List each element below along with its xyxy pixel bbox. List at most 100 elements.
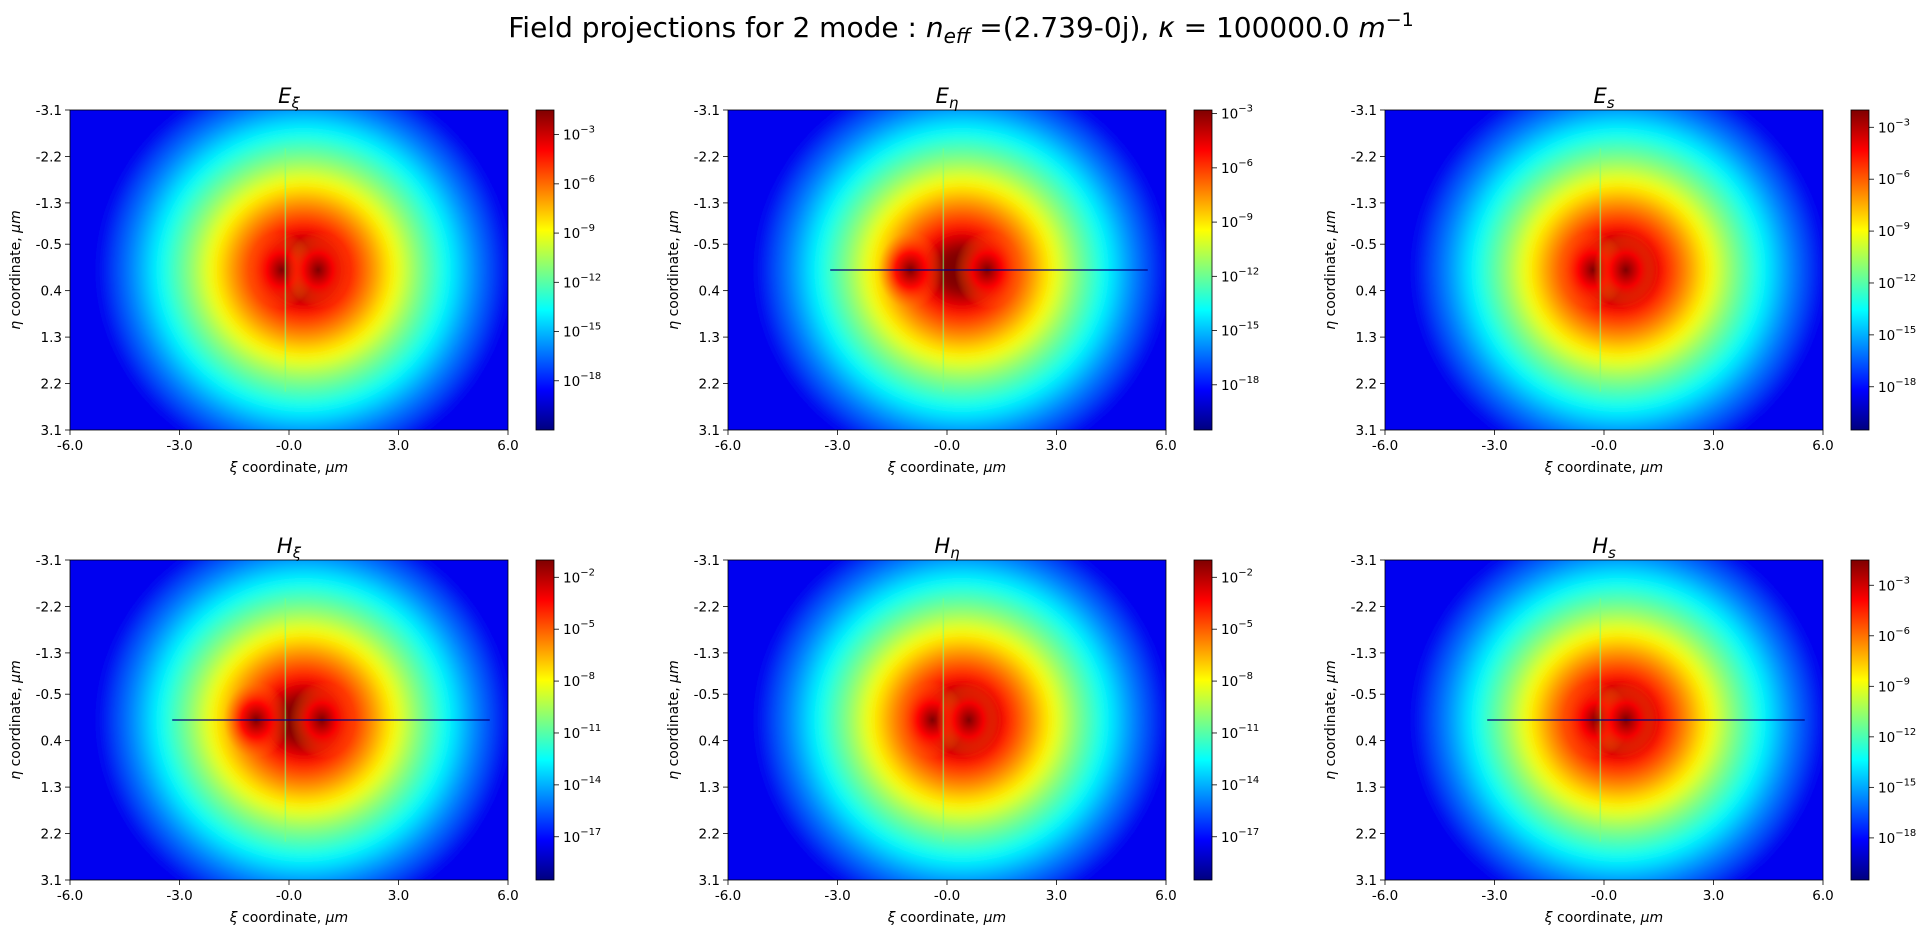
colorbar xyxy=(1194,560,1212,880)
y-axis-label: η coordinate, μm xyxy=(666,660,682,779)
y-tick-label: -3.1 xyxy=(36,103,62,119)
x-tick-label: 6.0 xyxy=(497,438,518,454)
colorbar-tick-label: 10−6 xyxy=(1221,158,1253,177)
colorbar-tick-label: 10−15 xyxy=(1878,325,1916,344)
y-axis-label: η coordinate, μm xyxy=(1323,660,1339,779)
x-axis-label: ξ coordinate, μm xyxy=(229,460,348,476)
colorbar-tick-label: 10−18 xyxy=(1878,377,1916,396)
panel-H_s: Hs -6.0 -3.0 -0.0 3.0 6.0 -3.1 -2.2 -1.3 -0.5 0.4 1… xyxy=(1323,534,1916,926)
colorbar-tick-label: 10−12 xyxy=(1221,266,1259,285)
panel-E_s: Es -6.0 -3.0 -0.0 3.0 6.0 -3.1 -2.2 -1.3 -0.5 0.4 1… xyxy=(1323,84,1916,476)
colorbar-tick-label: 10−9 xyxy=(1878,221,1910,240)
y-tick-label: -2.2 xyxy=(694,599,720,615)
heatmap-H_s xyxy=(1385,560,1823,880)
panel-E_xi: Eξ -6.0 -3.0 -0.0 3.0 6.0 -3.1 -2.2 -1.3 -0.5 0.4 1… xyxy=(8,84,601,476)
colorbar-tick-label: 10−12 xyxy=(1878,273,1916,292)
y-axis-label: η coordinate, μm xyxy=(8,660,24,779)
y-tick-label: -0.5 xyxy=(1351,237,1377,253)
y-tick-label: 1.3 xyxy=(41,330,62,346)
field-lobe-1 xyxy=(936,681,1002,759)
colorbar-tick-label: 10−2 xyxy=(1221,567,1253,586)
heatmap-H_eta xyxy=(728,560,1166,880)
colorbar-tick-label: 10−12 xyxy=(1878,727,1916,746)
colorbar-tick-label: 10−6 xyxy=(1878,626,1910,645)
x-tick-label: 3.0 xyxy=(1046,888,1067,904)
y-tick-label: 2.2 xyxy=(1356,827,1377,843)
y-tick-label: 0.4 xyxy=(699,284,720,300)
colorbar-tick-label: 10−8 xyxy=(563,671,595,690)
x-axis-label: ξ coordinate, μm xyxy=(887,460,1006,476)
y-axis-label: η coordinate, μm xyxy=(666,210,682,329)
heatmap-H_xi xyxy=(70,560,508,880)
y-tick-label: -2.2 xyxy=(1351,599,1377,615)
panels: Eξ -6.0 -3.0 -0.0 3.0 6.0 -3.1 -2.2 -1.3 -0.5 0.4 1… xyxy=(8,84,1916,926)
colorbar-tick-label: 10−5 xyxy=(1221,619,1253,638)
y-tick-label: -0.5 xyxy=(36,687,62,703)
x-tick-label: -6.0 xyxy=(1372,888,1398,904)
x-tick-label: -0.0 xyxy=(934,888,960,904)
panel-H_xi: Hξ -6.0 -3.0 -0.0 3.0 6.0 -3.1 -2.2 -1.3 -0.5 0.4 1… xyxy=(8,534,601,926)
panel-H_eta: Hη -6.0 -3.0 -0.0 3.0 6.0 -3.1 -2.2 -1.3 -0.5 0.4 1… xyxy=(666,534,1259,926)
y-tick-label: -2.2 xyxy=(36,149,62,165)
colorbar-tick-label: 10−3 xyxy=(1878,575,1910,594)
y-tick-label: 2.2 xyxy=(41,827,62,843)
panel-E_eta: Eη -6.0 -3.0 -0.0 3.0 6.0 -3.1 -2.2 -1.3 -0.5 0.4 1… xyxy=(666,84,1259,476)
colorbar-tick-label: 10−5 xyxy=(563,619,595,638)
colorbar-tick-label: 10−11 xyxy=(1221,723,1259,742)
panel-title: Hs xyxy=(1592,534,1616,562)
x-tick-label: -3.0 xyxy=(166,438,192,454)
colorbar-frame xyxy=(1193,109,1213,431)
colorbar-tick-label: 10−15 xyxy=(563,322,601,341)
colorbar-tick-label: 10−3 xyxy=(563,125,595,144)
colorbar-tick-label: 10−9 xyxy=(1221,212,1253,231)
y-tick-label: 0.4 xyxy=(1356,284,1377,300)
y-tick-label: -3.1 xyxy=(694,103,720,119)
colorbar-tick-label: 10−12 xyxy=(563,272,601,291)
y-tick-label: -1.3 xyxy=(1351,196,1377,212)
colorbar-tick-label: 10−9 xyxy=(563,223,595,242)
heatmap-E_s xyxy=(1385,110,1823,430)
x-tick-label: -3.0 xyxy=(1481,438,1507,454)
x-tick-label: -0.0 xyxy=(276,438,302,454)
y-tick-label: -0.5 xyxy=(694,687,720,703)
x-tick-label: 6.0 xyxy=(1155,888,1176,904)
colorbar-tick-label: 10−17 xyxy=(563,827,601,846)
x-tick-label: 3.0 xyxy=(1703,438,1724,454)
colorbar xyxy=(1194,110,1212,430)
x-tick-label: -6.0 xyxy=(57,438,83,454)
x-tick-label: -6.0 xyxy=(57,888,83,904)
x-axis-label: ξ coordinate, μm xyxy=(887,910,1006,926)
y-tick-label: 1.3 xyxy=(1356,330,1377,346)
y-tick-label: 2.2 xyxy=(41,377,62,393)
y-tick-label: 3.1 xyxy=(699,423,720,439)
y-tick-label: 3.1 xyxy=(1356,873,1377,889)
x-tick-label: -3.0 xyxy=(824,888,850,904)
colorbar-tick-label: 10−18 xyxy=(563,371,601,390)
y-tick-label: 1.3 xyxy=(41,780,62,796)
x-tick-label: 6.0 xyxy=(497,888,518,904)
panel-title: Eη xyxy=(936,84,959,112)
y-tick-label: -3.1 xyxy=(36,553,62,569)
colorbar-tick-label: 10−15 xyxy=(1221,321,1259,340)
y-tick-label: -3.1 xyxy=(694,553,720,569)
y-tick-label: 3.1 xyxy=(41,423,62,439)
colorbar-tick-label: 10−3 xyxy=(1221,104,1253,123)
colorbar-tick-label: 10−9 xyxy=(1878,676,1910,695)
x-tick-label: -0.0 xyxy=(1591,888,1617,904)
colorbar xyxy=(1851,110,1869,430)
x-tick-label: 3.0 xyxy=(1703,888,1724,904)
colorbar-tick-label: 10−14 xyxy=(1221,775,1259,794)
colorbar-tick-label: 10−2 xyxy=(563,567,595,586)
y-tick-label: -0.5 xyxy=(694,237,720,253)
y-tick-label: 0.4 xyxy=(1356,734,1377,750)
colorbar-frame xyxy=(1850,559,1870,881)
colorbar-tick-label: 10−6 xyxy=(563,174,595,193)
colorbar-frame xyxy=(1193,559,1213,881)
colorbar xyxy=(536,560,554,880)
x-tick-label: 3.0 xyxy=(388,438,409,454)
y-tick-label: 3.1 xyxy=(1356,423,1377,439)
colorbar-tick-label: 10−17 xyxy=(1221,827,1259,846)
y-tick-label: -1.3 xyxy=(694,646,720,662)
figure-title: Field projections for 2 mode : neff =(2.… xyxy=(508,9,1414,48)
